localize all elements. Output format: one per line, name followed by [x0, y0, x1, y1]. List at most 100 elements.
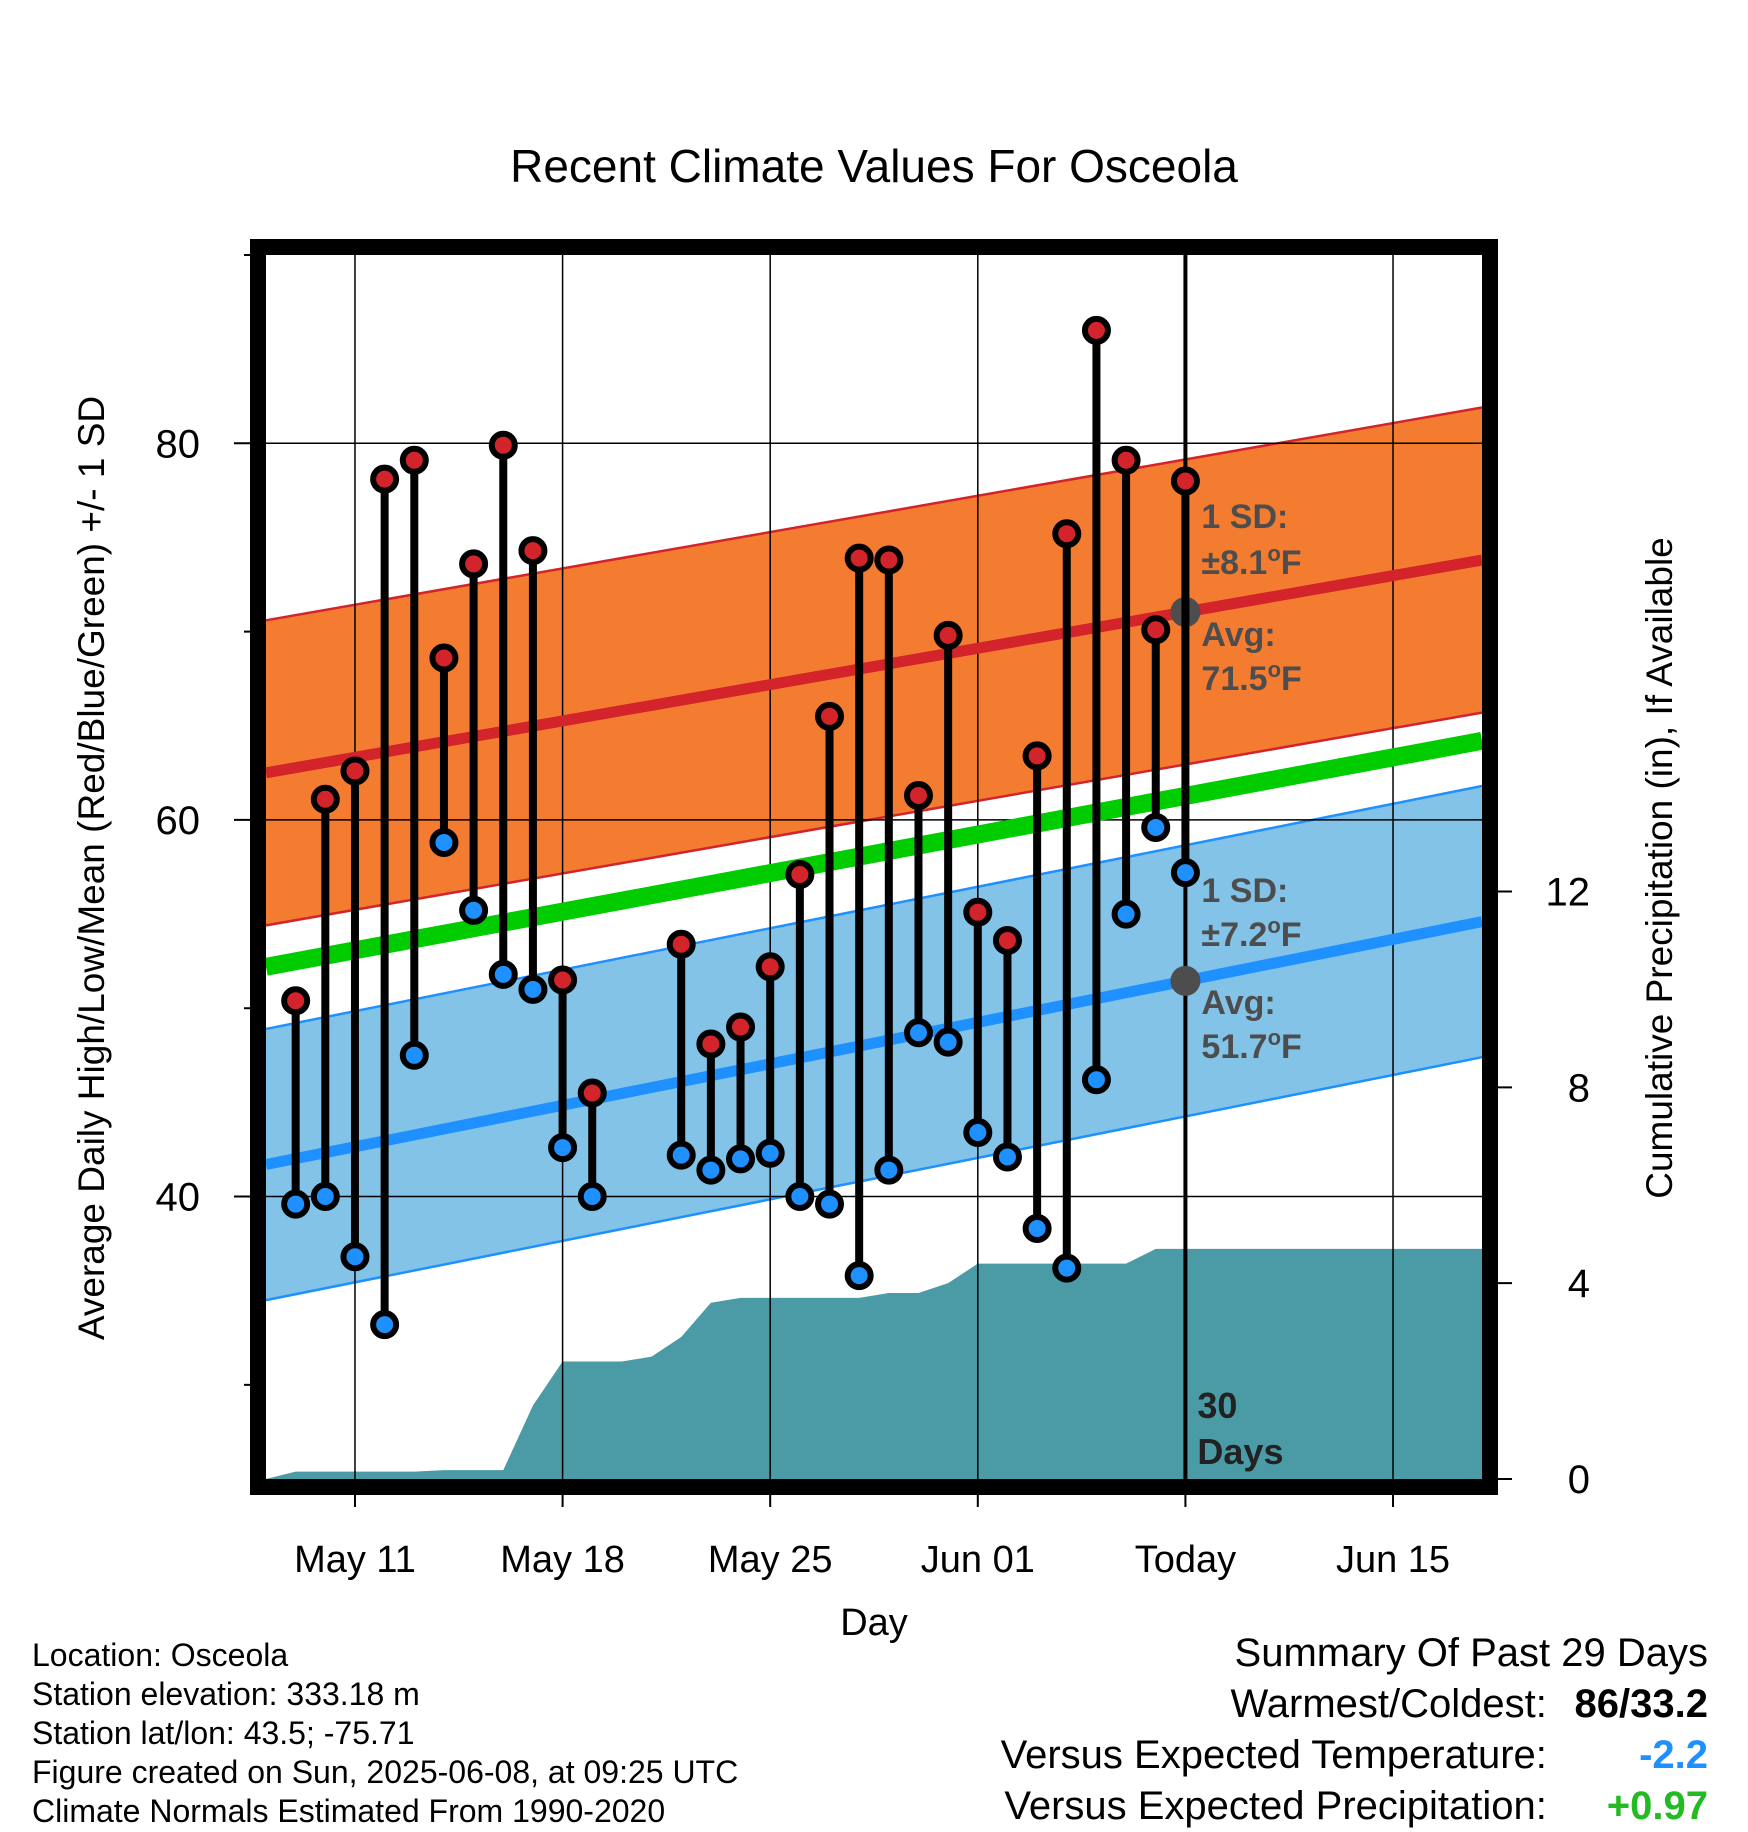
obs-low-point [340, 1242, 370, 1272]
obs-low-point [281, 1189, 311, 1219]
axes-ticks: May 11 May 18 May 25 Jun 01 Today Jun 1540608… [156, 254, 1591, 1581]
x-axis-label: Day [840, 1602, 908, 1644]
obs-low-point [903, 1018, 933, 1048]
obs-high-point [1081, 315, 1111, 345]
chart-title: Recent Climate Values For Osceola [510, 140, 1238, 192]
obs-low-point [844, 1261, 874, 1291]
x-tick-label: Jun 01 [921, 1539, 1035, 1581]
high-sd-band-lower-edge [265, 711, 1483, 927]
obs-low-point [666, 1140, 696, 1170]
precip-anomaly-label: Versus Expected Precipitation: [1004, 1784, 1547, 1828]
y-tick-label-right: 8 [1568, 1066, 1590, 1110]
station-info: Location: Osceola Station elevation: 333… [32, 1636, 738, 1831]
obs-low-point [370, 1310, 400, 1340]
obs-high-point [933, 620, 963, 650]
obs-low-point [874, 1155, 904, 1185]
obs-high-point [785, 860, 815, 890]
warmest-coldest-label: Warmest/Coldest: [1230, 1682, 1547, 1726]
obs-high-point [459, 549, 489, 579]
obs-low-point [310, 1182, 340, 1212]
obs-low-point [696, 1155, 726, 1185]
obs-low-point [518, 974, 548, 1004]
obs-low-point [1170, 858, 1200, 888]
y-tick-label-left: 40 [156, 1176, 201, 1220]
obs-low-point [399, 1040, 429, 1070]
today-low-normal-dot [1170, 965, 1201, 996]
obs-low-point [488, 959, 518, 989]
obs-low-point [429, 828, 459, 858]
obs-high-point [1111, 445, 1141, 475]
obs-low-point [726, 1144, 756, 1174]
low-sd-band-lower-edge [265, 1055, 1483, 1302]
temp-anomaly-row: Versus Expected Temperature: -2.2 [1001, 1730, 1708, 1781]
y-tick-label-right: 0 [1568, 1458, 1590, 1502]
obs-high-point [696, 1029, 726, 1059]
daily-observations [281, 315, 1200, 1340]
obs-high-point [874, 545, 904, 575]
obs-low-point [1141, 812, 1171, 842]
normals-text: Climate Normals Estimated From 1990-2020 [32, 1793, 666, 1829]
summary-panel: Summary Of Past 29 Days Warmest/Coldest:… [1001, 1628, 1708, 1832]
high-avg-value: 71.5oF [1201, 657, 1301, 698]
obs-high-point [755, 952, 785, 982]
y-tick-label-right: 4 [1568, 1262, 1590, 1306]
days-count-label: 30 [1197, 1385, 1237, 1426]
obs-low-point [548, 1133, 578, 1163]
plot-frame [250, 239, 1498, 1495]
obs-high-point [429, 643, 459, 673]
obs-high-point [281, 986, 311, 1016]
obs-high-point [903, 780, 933, 810]
low-avg-label: Avg: [1201, 984, 1275, 1022]
low-sd-value: ±7.2oF [1201, 913, 1301, 954]
obs-high-point [1022, 741, 1052, 771]
low-sd-label: 1 SD: [1201, 872, 1288, 910]
obs-high-point [548, 965, 578, 995]
high-normal-line [265, 554, 1483, 779]
obs-high-point [815, 701, 845, 731]
low-avg-value: 51.7oF [1201, 1025, 1301, 1066]
precip-anomaly-row: Versus Expected Precipitation: +0.97 [1001, 1781, 1708, 1832]
x-tick-label: May 18 [500, 1539, 625, 1581]
obs-high-point [488, 430, 518, 460]
temp-anomaly-value: -2.2 [1639, 1733, 1708, 1777]
high-sd-value: ±8.1oF [1201, 541, 1301, 582]
mean-normal-line [264, 731, 1484, 976]
obs-high-point [399, 445, 429, 475]
y-axis-label-right: Cumulative Precipitation (in), If Availa… [1639, 537, 1680, 1199]
obs-low-point [992, 1142, 1022, 1172]
obs-high-point [726, 1012, 756, 1042]
y-tick-label-left: 60 [156, 799, 201, 843]
obs-high-point [310, 784, 340, 814]
obs-high-point [666, 929, 696, 959]
precip-anomaly-value: +0.97 [1606, 1784, 1708, 1828]
latlon-text: Station lat/lon: 43.5; -75.71 [32, 1715, 415, 1751]
obs-low-point [1111, 899, 1141, 929]
obs-high-point [963, 897, 993, 927]
location-text: Location: Osceola [32, 1637, 289, 1673]
created-text: Figure created on Sun, 2025-06-08, at 09… [32, 1754, 739, 1790]
obs-low-point [933, 1027, 963, 1057]
obs-low-point [815, 1189, 845, 1219]
obs-low-point [963, 1118, 993, 1148]
days-unit-label: Days [1197, 1431, 1283, 1472]
warmest-coldest-value: 86/33.2 [1574, 1682, 1708, 1726]
high-avg-label: Avg: [1201, 616, 1275, 654]
obs-high-point [1052, 519, 1082, 549]
precip-area [266, 1248, 1482, 1479]
x-tick-label: Jun 15 [1336, 1539, 1450, 1581]
y-tick-label-right: 12 [1546, 870, 1591, 914]
obs-low-point [459, 895, 489, 925]
warmest-coldest-row: Warmest/Coldest: 86/33.2 [1001, 1679, 1709, 1730]
y-tick-label-left: 80 [156, 422, 201, 466]
obs-low-point [755, 1138, 785, 1168]
obs-low-point [1052, 1253, 1082, 1283]
obs-high-point [844, 543, 874, 573]
obs-high-point [370, 464, 400, 494]
obs-high-point [992, 925, 1022, 955]
obs-high-point [1141, 615, 1171, 645]
obs-high-point [577, 1078, 607, 1108]
high-sd-label: 1 SD: [1201, 498, 1288, 536]
obs-high-point [1170, 466, 1200, 496]
